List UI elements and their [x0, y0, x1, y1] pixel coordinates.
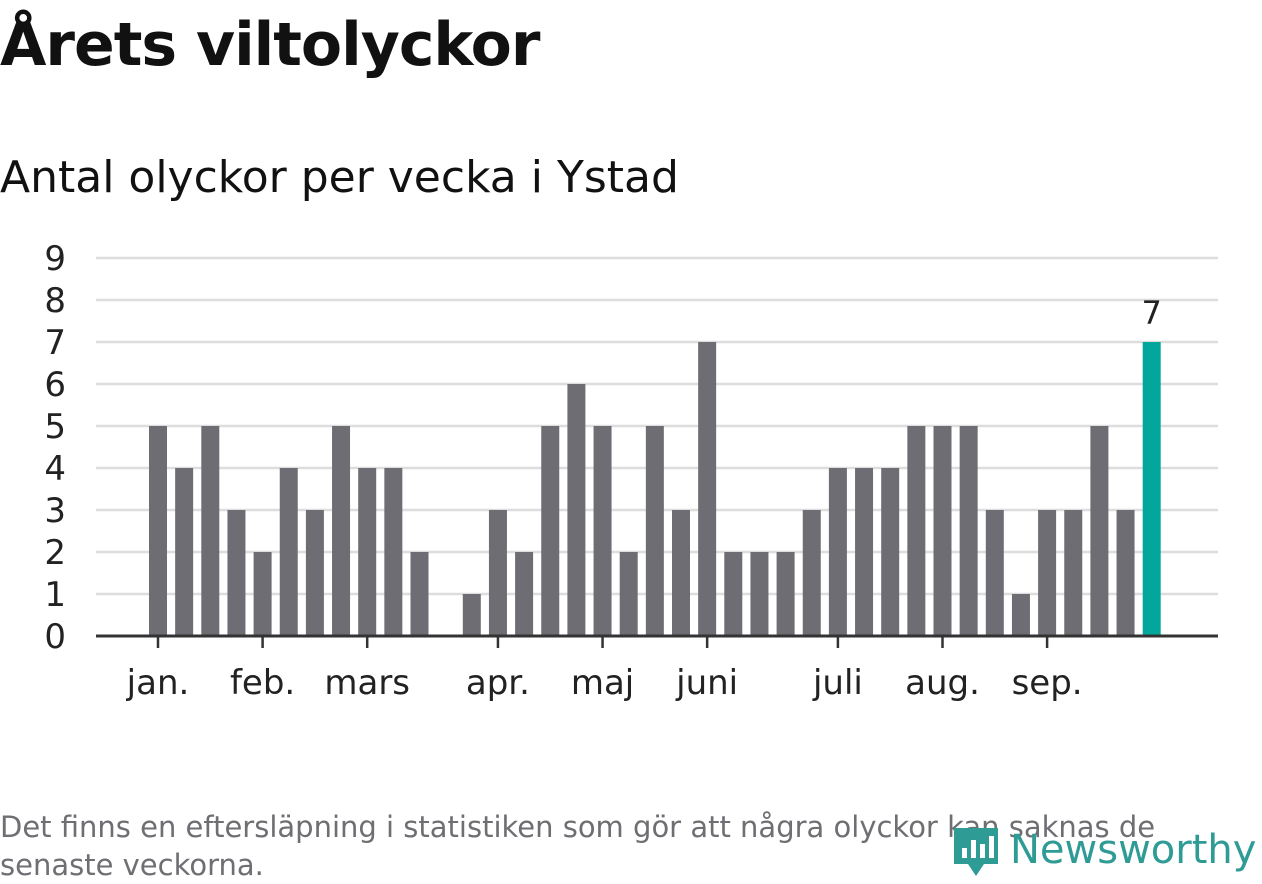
bar: [619, 552, 638, 636]
bar: [227, 510, 246, 636]
y-tick-label: 9: [44, 239, 66, 279]
y-tick-label: 5: [44, 407, 66, 447]
x-tick-label: juni: [675, 663, 738, 703]
bar: [933, 426, 952, 636]
bar: [253, 552, 272, 636]
y-tick-label: 3: [44, 491, 66, 531]
y-tick-label: 4: [44, 449, 66, 489]
highlight-bar: [1142, 342, 1161, 636]
bar: [776, 552, 795, 636]
x-tick-label: apr.: [466, 663, 530, 703]
x-tick-label: mars: [324, 663, 410, 703]
bar: [305, 510, 324, 636]
bar: [593, 426, 612, 636]
bar: [279, 468, 298, 636]
y-tick-label: 6: [44, 365, 66, 405]
data-label: 7: [1142, 294, 1162, 332]
x-tick-label: sep.: [1012, 663, 1083, 703]
bar: [567, 384, 586, 636]
bar: [750, 552, 769, 636]
bars: [149, 342, 1161, 636]
bar: [358, 468, 377, 636]
y-tick-label: 7: [44, 323, 66, 363]
bar: [907, 426, 926, 636]
bar: [1064, 510, 1083, 636]
y-tick-label: 0: [44, 617, 66, 657]
x-tick-label: aug.: [905, 663, 980, 703]
x-tick-label: maj: [571, 663, 634, 703]
bar: [672, 510, 690, 636]
bar: [149, 426, 167, 636]
x-tick-label: feb.: [230, 663, 295, 703]
bar: [332, 426, 351, 636]
bar: [175, 468, 194, 636]
bar: [855, 468, 874, 636]
bar: [541, 426, 560, 636]
chart-title: Årets viltolyckor: [0, 10, 540, 80]
bar: [488, 510, 507, 636]
bar: [1011, 594, 1030, 636]
newsworthy-logo: Newsworthy: [950, 820, 1256, 880]
bar: [384, 468, 403, 636]
data-labels: 7: [1142, 294, 1162, 332]
bar: [881, 468, 900, 636]
footnote: Det finns en eftersläpning i statistiken…: [0, 810, 1156, 882]
bar: [828, 468, 847, 636]
bar: [410, 552, 429, 636]
bar: [1090, 426, 1109, 636]
bar: [724, 552, 743, 636]
x-tick-label: juli: [812, 663, 863, 703]
bar: [802, 510, 821, 636]
y-tick-label: 8: [44, 281, 66, 321]
bar: [515, 552, 534, 636]
bar: [1038, 510, 1057, 636]
newsworthy-logo-icon: [954, 828, 998, 876]
x-axis: jan. feb. mars apr. maj juni juli aug. sep.: [96, 634, 1218, 703]
y-tick-label: 2: [44, 533, 66, 573]
y-tick-label: 1: [44, 575, 66, 615]
chart-subtitle: Antal olyckor per vecka i Ystad: [0, 152, 679, 203]
bar: [645, 426, 664, 636]
bar: [698, 342, 717, 636]
bar: [959, 426, 978, 636]
x-tick-label: jan.: [126, 663, 190, 703]
bar: [462, 594, 481, 636]
bar: [201, 426, 220, 636]
bar: [985, 510, 1004, 636]
logo-text: Newsworthy: [1010, 827, 1257, 873]
bar: [1116, 510, 1135, 636]
